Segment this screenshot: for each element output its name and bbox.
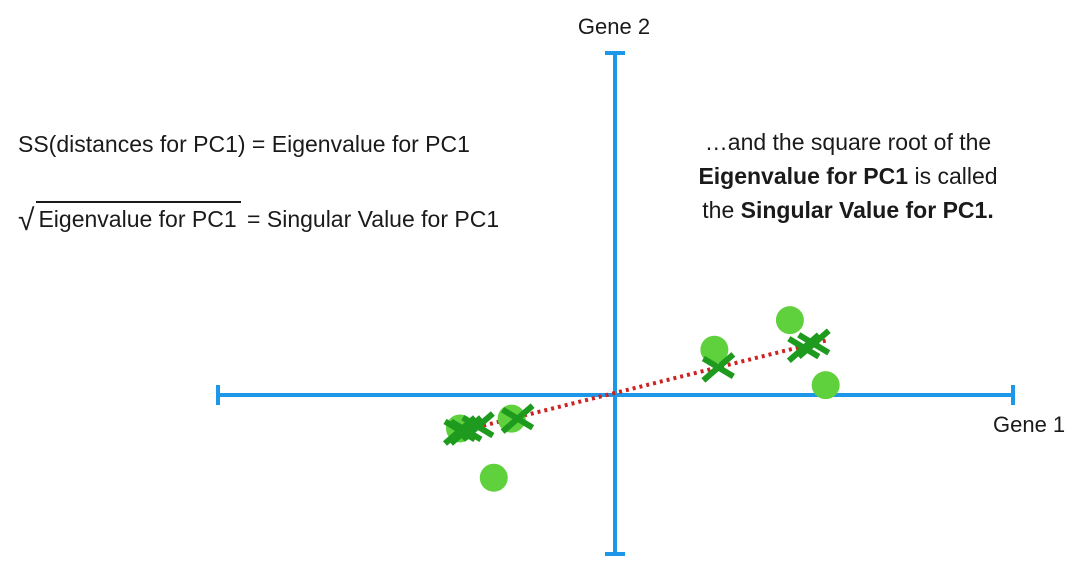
projection-x-mark (500, 403, 535, 434)
radicand-text: Eigenvalue for PC1 (36, 201, 241, 232)
note-part3: the (702, 197, 741, 223)
y-axis-label: Gene 2 (578, 14, 650, 39)
data-point (479, 463, 508, 492)
projection-x-mark (786, 332, 821, 363)
projection-x-mark (701, 352, 736, 383)
data-point (775, 306, 804, 335)
explanation-note: …and the square root of the Eigenvalue f… (628, 125, 1068, 227)
projection-x-mark (796, 328, 831, 360)
projection-x-mark (460, 411, 495, 442)
note-bold1: Eigenvalue for PC1 (698, 163, 909, 189)
eigenvalue-equation-text: SS(distances for PC1) = Eigenvalue for P… (18, 131, 470, 157)
data-points (445, 306, 840, 492)
square-root-icon: √ (18, 204, 35, 237)
axes (216, 51, 1015, 556)
eigenvalue-equation: SS(distances for PC1) = Eigenvalue for P… (18, 133, 470, 156)
note-part1: …and the square root of the (704, 129, 992, 155)
x-axis-label: Gene 1 (993, 412, 1065, 437)
data-point (700, 335, 729, 364)
data-point (811, 371, 840, 400)
note-bold2: Singular Value for PC1. (740, 197, 994, 223)
singular-value-equation: √ Eigenvalue for PC1 = Singular Value for… (18, 201, 500, 236)
projection-x-mark (448, 415, 483, 446)
singular-value-equation-text: = Singular Value for PC1 (240, 206, 500, 232)
projected-points (443, 328, 831, 446)
note-part2: is called (908, 163, 998, 189)
